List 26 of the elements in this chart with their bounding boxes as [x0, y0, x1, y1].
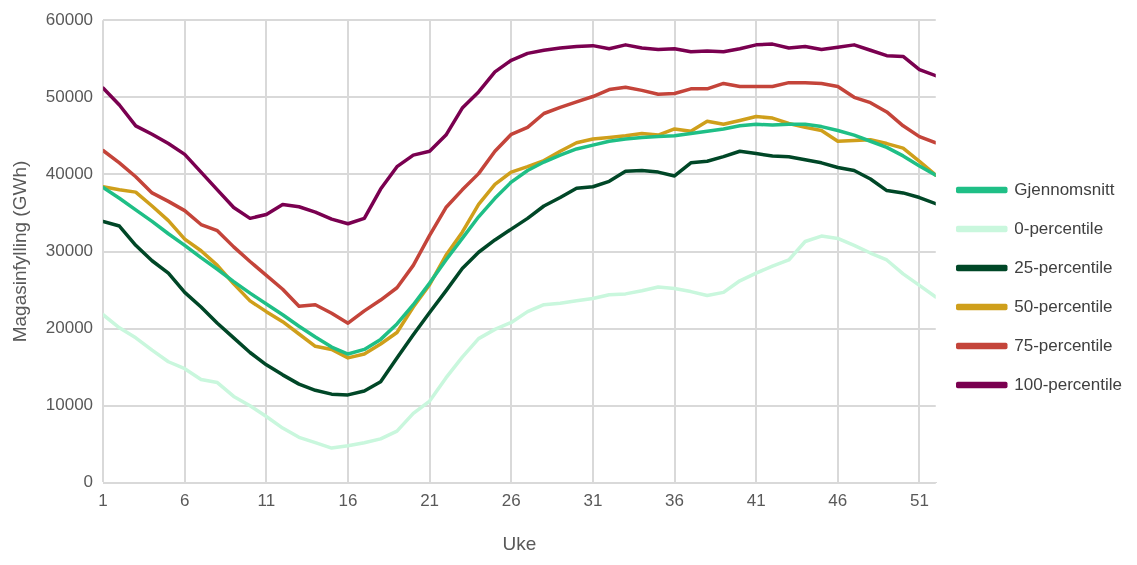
legend-label: 75-percentile	[1014, 335, 1113, 355]
y-tick-label: 40000	[45, 164, 94, 184]
x-axis-title: Uke	[502, 532, 537, 554]
y-tick-label: 20000	[45, 318, 94, 338]
x-tick-label: 46	[828, 490, 848, 510]
x-tick-label: 31	[583, 490, 603, 510]
x-tick-label: 1	[98, 490, 108, 510]
x-tick-label: 21	[420, 490, 440, 510]
legend-label: 25-percentile	[1014, 257, 1113, 277]
legend-label: 50-percentile	[1014, 296, 1113, 316]
legend-label: 0-percentile	[1014, 218, 1104, 238]
y-tick-label: 60000	[45, 9, 94, 29]
x-tick-label: 51	[909, 490, 929, 510]
y-axis-title: Magasinfylling (GWh)	[8, 160, 30, 343]
legend-label: 100-percentile	[1014, 374, 1123, 394]
x-tick-label: 11	[257, 490, 276, 510]
legend-label: Gjennomsnitt	[1014, 179, 1115, 199]
x-tick-label: 26	[501, 490, 521, 510]
x-tick-label: 36	[665, 490, 684, 510]
y-tick-label: 0	[83, 472, 94, 492]
y-tick-label: 50000	[45, 86, 94, 106]
x-tick-label: 6	[179, 490, 190, 510]
x-tick-label: 16	[338, 490, 358, 510]
y-tick-label: 10000	[45, 395, 94, 415]
x-tick-label: 41	[746, 490, 766, 510]
y-tick-label: 30000	[45, 241, 94, 261]
